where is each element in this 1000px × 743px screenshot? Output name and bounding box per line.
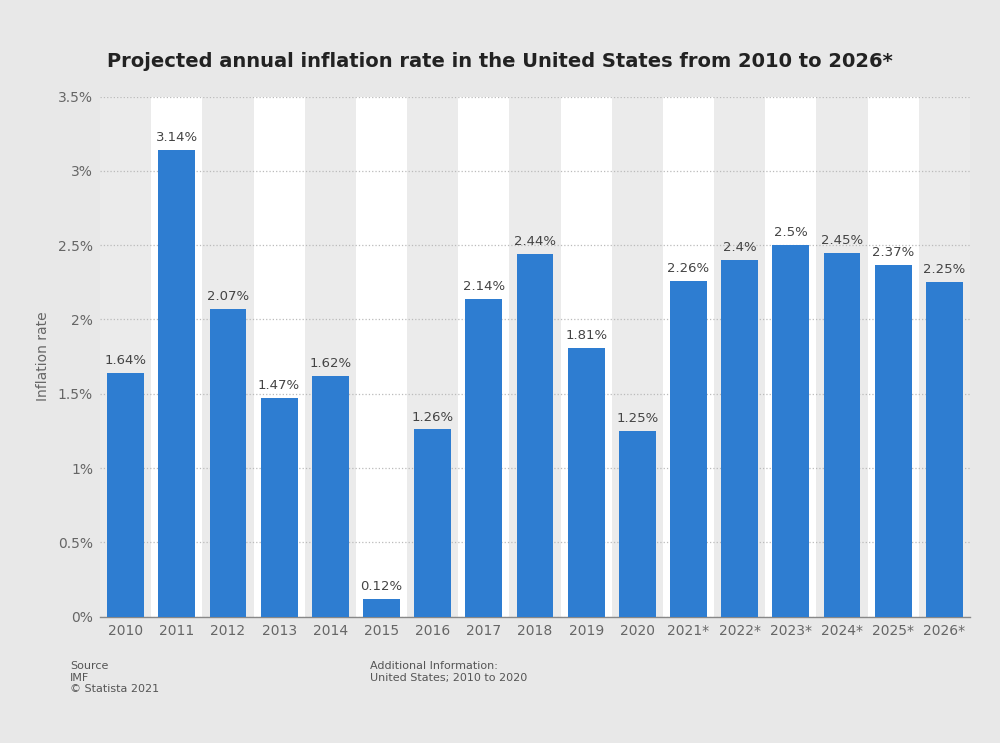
Text: 2.44%: 2.44% [514,236,556,248]
Bar [261,398,298,617]
Bar [363,599,400,617]
Bar [458,97,509,617]
Text: Source
IMF
© Statista 2021: Source IMF © Statista 2021 [70,661,159,695]
Bar [619,431,656,617]
Bar [305,97,356,617]
Bar [612,97,663,617]
Bar [407,97,458,617]
Text: 1.62%: 1.62% [309,357,351,370]
Bar [824,253,860,617]
Bar [670,281,707,617]
Text: 2.5%: 2.5% [774,227,808,239]
Bar [772,245,809,617]
Bar [254,97,305,617]
Bar [816,97,868,617]
Text: Additional Information:
United States; 2010 to 2020: Additional Information: United States; 2… [370,661,527,683]
Text: 1.26%: 1.26% [412,411,454,424]
Bar [414,429,451,617]
Bar [158,150,195,617]
Bar [568,348,605,617]
Text: 2.07%: 2.07% [207,291,249,303]
Text: 1.47%: 1.47% [258,380,300,392]
Bar [465,299,502,617]
Bar [663,97,714,617]
Text: 2.45%: 2.45% [821,234,863,247]
Text: 2.25%: 2.25% [923,264,966,276]
Bar [926,282,963,617]
Bar [721,260,758,617]
Bar [517,254,553,617]
Y-axis label: Inflation rate: Inflation rate [36,312,50,401]
Bar [210,309,246,617]
Bar [561,97,612,617]
Bar [714,97,765,617]
Bar [202,97,254,617]
Bar [509,97,561,617]
Bar [312,376,349,617]
Text: 1.25%: 1.25% [616,412,658,425]
Bar [100,97,151,617]
Bar [868,97,919,617]
Text: 1.81%: 1.81% [565,329,607,342]
Text: Projected annual inflation rate in the United States from 2010 to 2026*: Projected annual inflation rate in the U… [107,52,893,71]
Text: 1.64%: 1.64% [105,354,147,367]
Text: 0.12%: 0.12% [360,580,403,593]
Text: 2.37%: 2.37% [872,246,914,259]
Text: 2.14%: 2.14% [463,280,505,293]
Bar [151,97,202,617]
Text: 3.14%: 3.14% [156,132,198,144]
Bar [875,265,912,617]
Bar [919,97,970,617]
Bar [107,373,144,617]
Text: 2.26%: 2.26% [667,262,710,275]
Text: 2.4%: 2.4% [723,241,757,254]
Bar [765,97,816,617]
Bar [356,97,407,617]
